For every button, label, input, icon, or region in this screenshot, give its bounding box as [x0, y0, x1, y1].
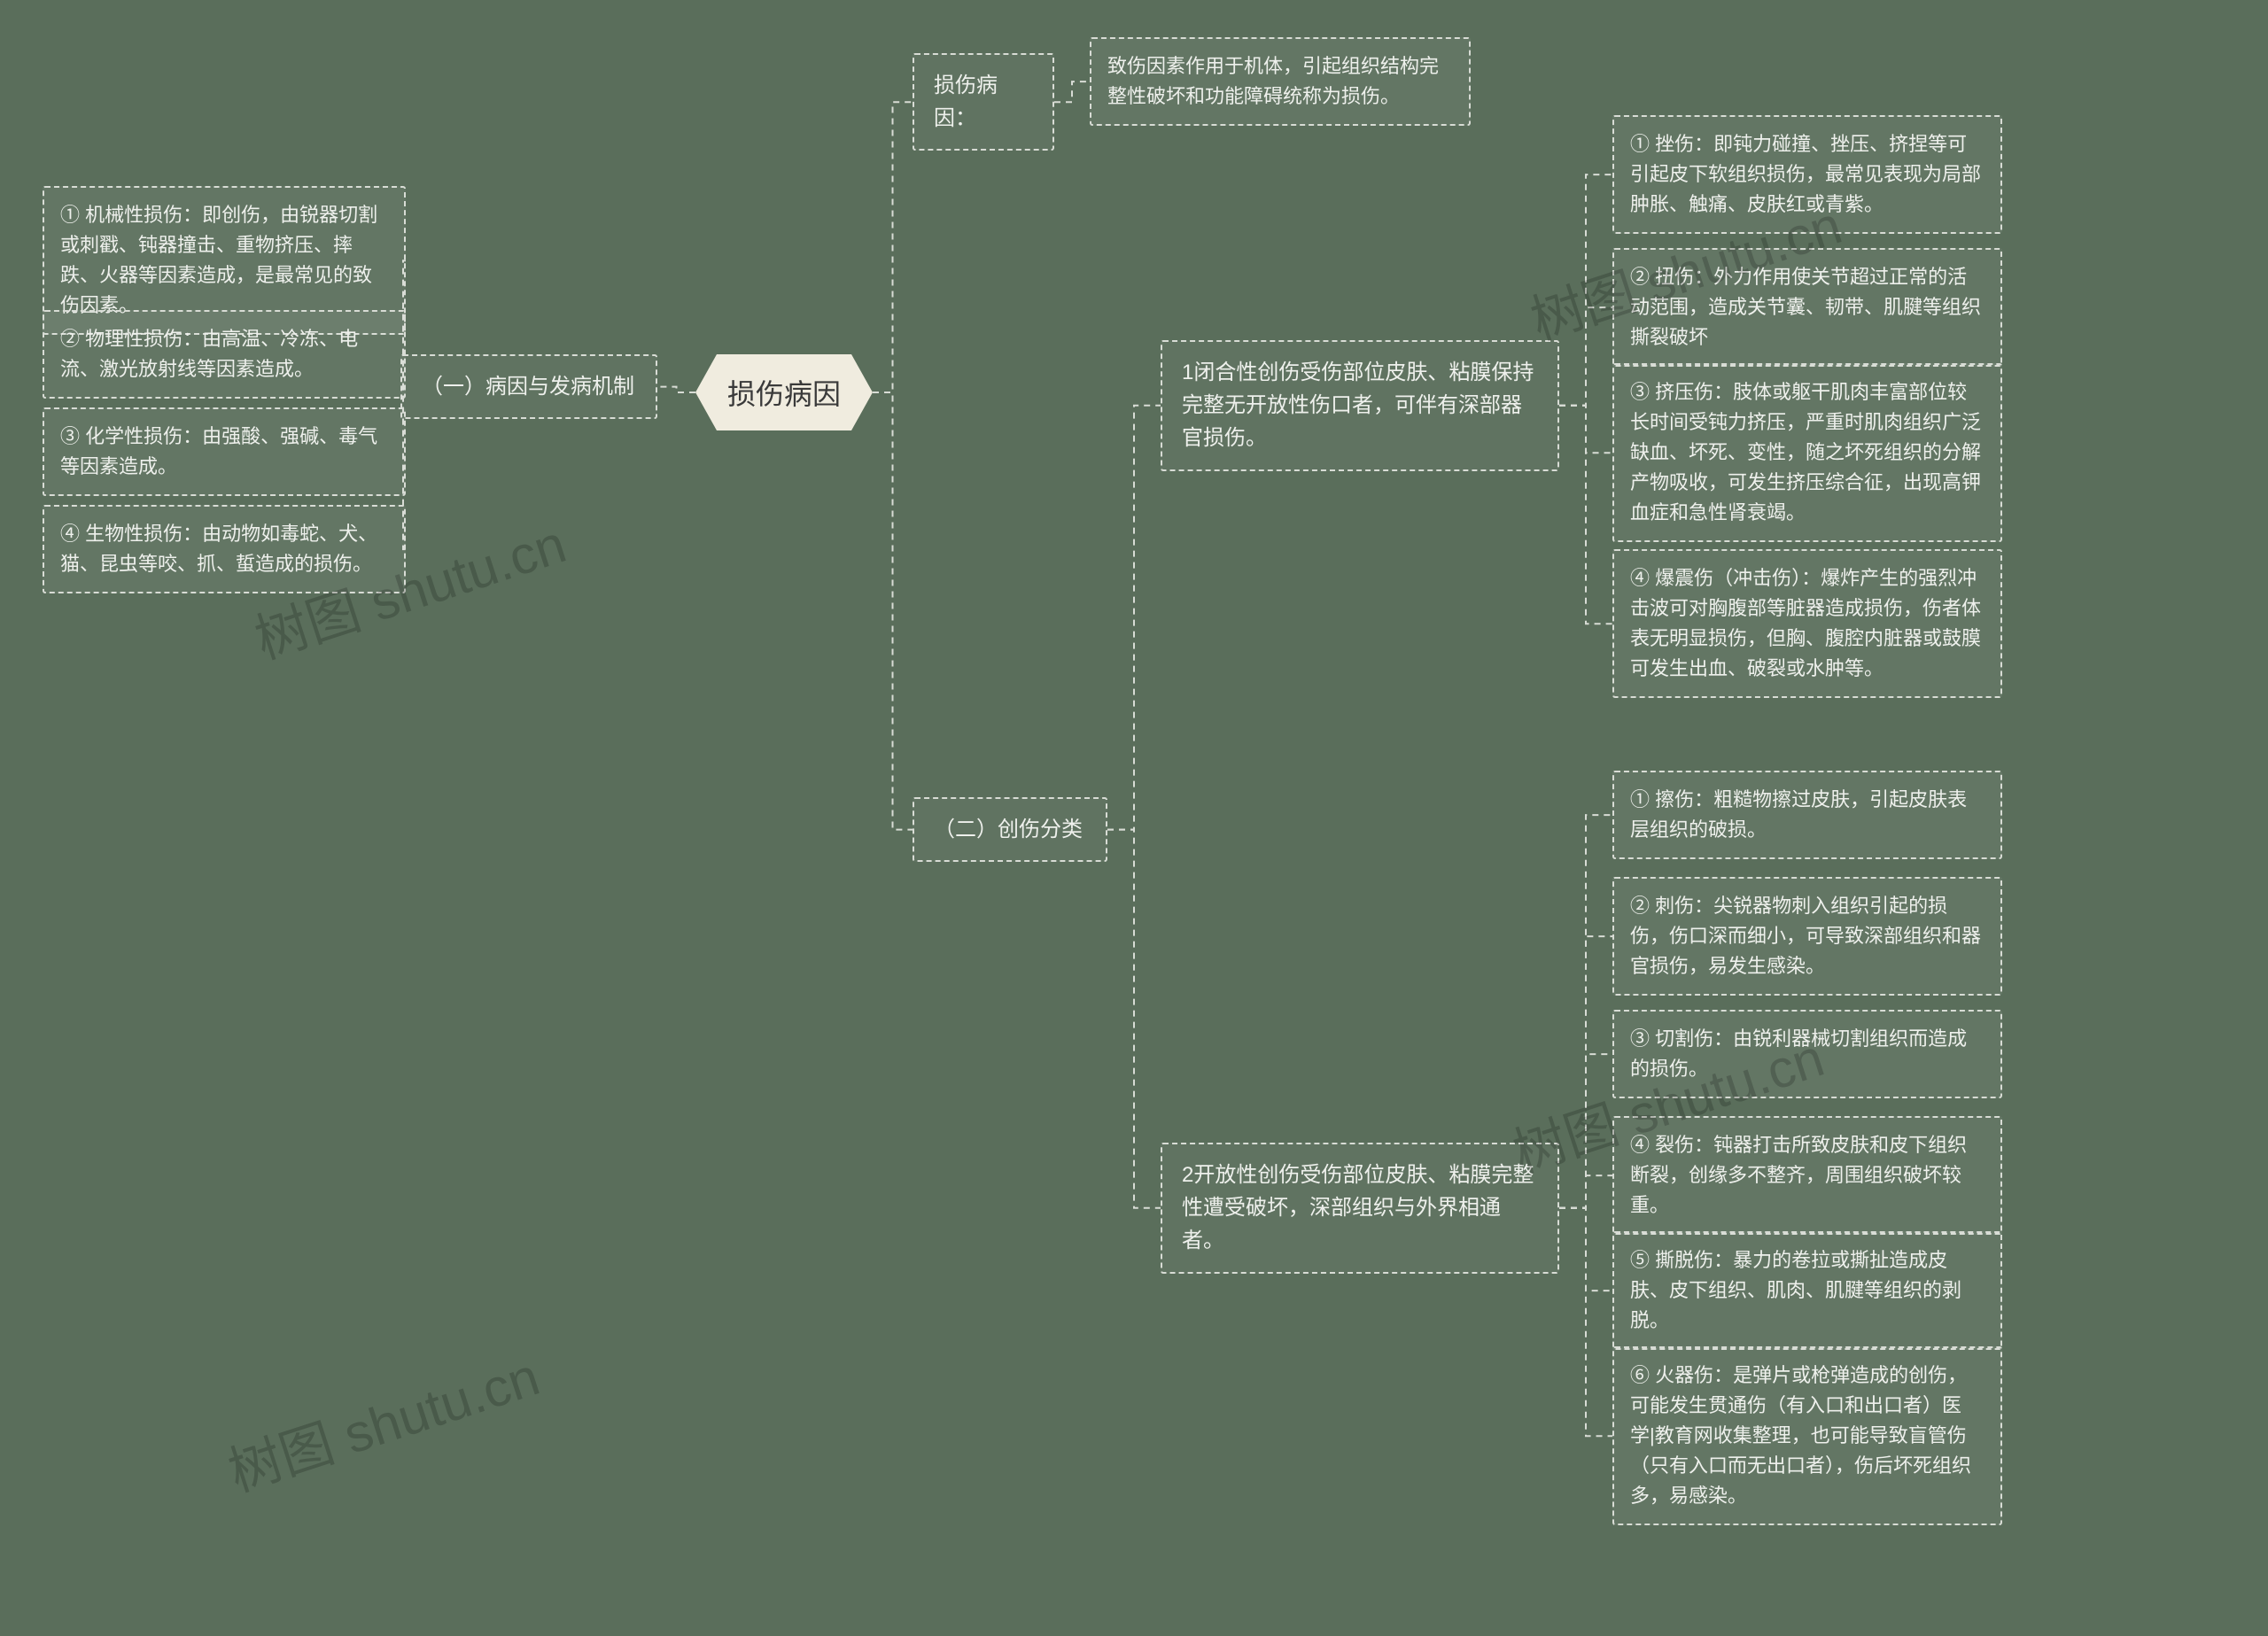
leaf-b6[interactable]: ⑥ 火器伤：是弹片或枪弹造成的创伤，可能发生贯通伤（有入口和出口者）医学|教育网…: [1612, 1346, 2002, 1525]
leaf-a4[interactable]: ④ 爆震伤（冲击伤）：爆炸产生的强烈冲击波可对胸腹部等脏器造成损伤，伤者体表无明…: [1612, 549, 2002, 698]
leaf-b5[interactable]: ⑤ 撕脱伤：暴力的卷拉或撕扯造成皮肤、皮下组织、肌肉、肌腱等组织的剥脱。: [1612, 1231, 2002, 1350]
branch-right1[interactable]: 损伤病因：: [913, 53, 1054, 151]
leaf-r1a[interactable]: 致伤因素作用于机体，引起组织结构完整性破坏和功能障碍统称为损伤。: [1090, 37, 1471, 126]
leaf-a2[interactable]: ② 扭伤：外力作用使关节超过正常的活动范围，造成关节囊、韧带、肌腱等组织撕裂破坏: [1612, 248, 2002, 367]
branch-right2[interactable]: （二）创伤分类: [913, 797, 1107, 862]
leaf-l2[interactable]: ② 物理性损伤：由高温、冷冻、电流、激光放射线等因素造成。: [43, 310, 406, 399]
leaf-l4[interactable]: ④ 生物性损伤：由动物如毒蛇、犬、猫、昆虫等咬、抓、蜇造成的损伤。: [43, 505, 406, 593]
leaf-a1[interactable]: ① 挫伤：即钝力碰撞、挫压、挤捏等可引起皮下软组织损伤，最常见表现为局部肿胀、触…: [1612, 115, 2002, 234]
leaf-b2[interactable]: ② 刺伤：尖锐器物刺入组织引起的损伤，伤口深而细小，可导致深部组织和器官损伤，易…: [1612, 877, 2002, 996]
leaf-b4[interactable]: ④ 裂伤：钝器打击所致皮肤和皮下组织断裂，创缘多不整齐，周围组织破坏较重。: [1612, 1116, 2002, 1235]
watermark: 树图 shutu.cn: [217, 1334, 548, 1507]
branch-r2b[interactable]: 2开放性创伤受伤部位皮肤、粘膜完整性遭受破坏，深部组织与外界相通者。: [1161, 1143, 1559, 1274]
leaf-a3[interactable]: ③ 挤压伤：肢体或躯干肌肉丰富部位较长时间受钝力挤压，严重时肌肉组织广泛缺血、坏…: [1612, 363, 2002, 542]
branch-left1[interactable]: （一）病因与发病机制: [400, 354, 657, 419]
root-node[interactable]: 损伤病因: [695, 354, 873, 430]
leaf-b1[interactable]: ① 擦伤：粗糙物擦过皮肤，引起皮肤表层组织的破损。: [1612, 771, 2002, 859]
leaf-l3[interactable]: ③ 化学性损伤：由强酸、强碱、毒气等因素造成。: [43, 407, 406, 496]
leaf-b3[interactable]: ③ 切割伤：由锐利器械切割组织而造成的损伤。: [1612, 1010, 2002, 1098]
branch-r2a[interactable]: 1闭合性创伤受伤部位皮肤、粘膜保持完整无开放性伤口者，可伴有深部器官损伤。: [1161, 340, 1559, 471]
